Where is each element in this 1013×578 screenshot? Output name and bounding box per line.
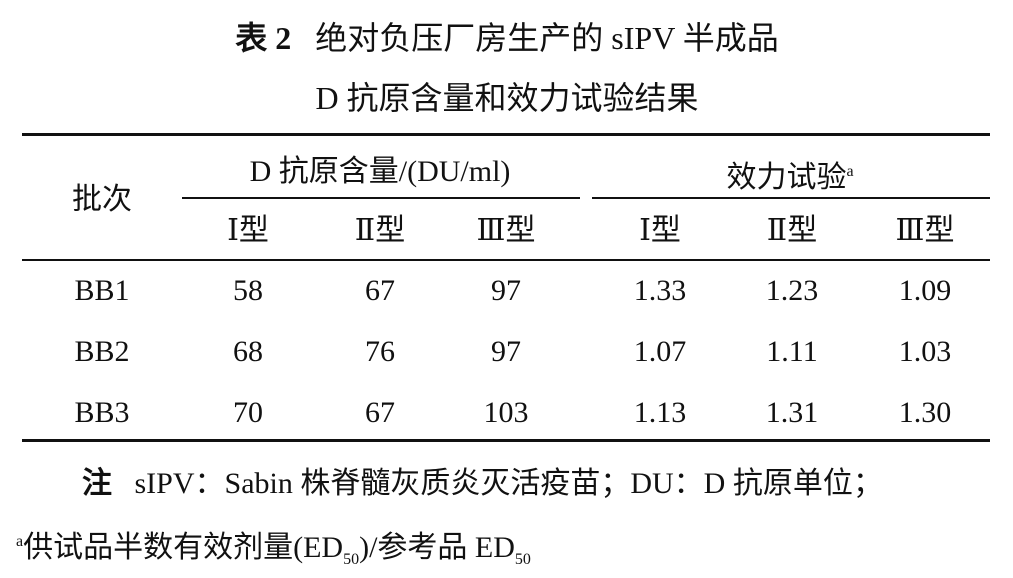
note-text: )/参考品 ED bbox=[359, 531, 515, 564]
group-rule bbox=[182, 197, 580, 199]
table-label: 表 2 bbox=[235, 20, 292, 56]
title-line1: 表 2 绝对负压厂房生产的 sIPV 半成品 bbox=[235, 20, 778, 56]
title-text: 绝对负压厂房生产的 sIPV 半成品 bbox=[315, 20, 779, 56]
row-label: BB1 bbox=[74, 274, 130, 307]
batch-header: 批次 bbox=[72, 183, 132, 216]
subscript: 50 bbox=[514, 551, 531, 568]
sub-header: Ⅲ型 bbox=[476, 214, 536, 247]
cell: 1.13 bbox=[633, 396, 687, 429]
cell: 1.33 bbox=[633, 274, 687, 307]
cell: 58 bbox=[233, 274, 263, 307]
cell: 1.31 bbox=[765, 396, 819, 429]
footnote-mark: a bbox=[846, 163, 854, 180]
note-text: sIPV：Sabin 株脊髓灰质炎灭活疫苗；DU：D 抗原单位； bbox=[134, 467, 883, 500]
sub-header: Ⅱ型 bbox=[766, 214, 818, 247]
bottom-rule bbox=[22, 439, 990, 442]
cell: 1.30 bbox=[898, 396, 952, 429]
group-header-text: 效力试验 bbox=[726, 161, 847, 194]
cell: 103 bbox=[483, 396, 529, 429]
row-label: BB2 bbox=[74, 335, 130, 368]
cell: 97 bbox=[491, 274, 521, 307]
note-line2: a供试品半数有效剂量(ED50)/参考品 ED50 bbox=[16, 524, 531, 578]
note-label: 注 bbox=[82, 467, 112, 500]
row-label: BB3 bbox=[74, 396, 130, 429]
sub-header: Ⅱ型 bbox=[354, 214, 406, 247]
group-header: 效力试验a bbox=[726, 154, 853, 196]
subscript: 50 bbox=[343, 551, 360, 568]
cell: 97 bbox=[491, 335, 521, 368]
title-line2: D 抗原含量和效力试验结果 bbox=[315, 80, 699, 116]
cell: 1.23 bbox=[765, 274, 819, 307]
group-header: D 抗原含量/(DU/ml) bbox=[249, 155, 511, 188]
cell: 1.07 bbox=[633, 335, 687, 368]
note-line1: 注 sIPV：Sabin 株脊髓灰质炎灭活疫苗；DU：D 抗原单位； bbox=[82, 466, 883, 502]
cell: 67 bbox=[365, 396, 395, 429]
note-text: 供试品半数有效剂量(ED bbox=[23, 531, 344, 564]
footnote-mark: a bbox=[16, 533, 24, 550]
cell: 76 bbox=[365, 335, 395, 368]
cell: 68 bbox=[233, 335, 263, 368]
cell: 70 bbox=[233, 396, 263, 429]
cell: 1.03 bbox=[898, 335, 952, 368]
sub-header: Ⅰ型 bbox=[227, 214, 269, 247]
cell: 67 bbox=[365, 274, 395, 307]
group-rule bbox=[592, 197, 990, 199]
sub-header: Ⅰ型 bbox=[639, 214, 681, 247]
cell: 1.09 bbox=[898, 274, 952, 307]
top-rule bbox=[22, 133, 990, 136]
cell: 1.11 bbox=[766, 335, 818, 368]
header-rule bbox=[22, 259, 990, 261]
sub-header: Ⅲ型 bbox=[895, 214, 955, 247]
